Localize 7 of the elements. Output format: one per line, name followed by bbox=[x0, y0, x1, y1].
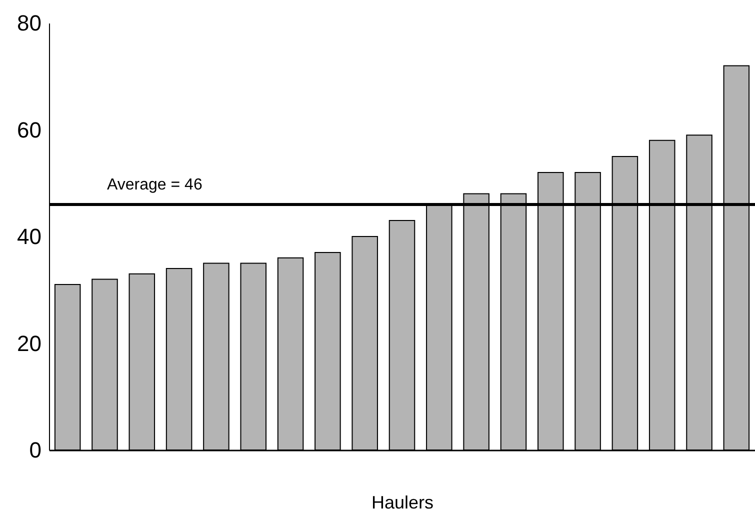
ref-line-label: Average = 46 bbox=[107, 176, 202, 194]
x-axis-title: Haulers bbox=[371, 492, 434, 512]
y-tick-label: 60 bbox=[17, 117, 42, 142]
y-tick-label: 40 bbox=[17, 224, 42, 249]
y-tick-label: 20 bbox=[17, 330, 42, 356]
y-tick-label: 80 bbox=[17, 10, 42, 36]
y-tick-label: 0 bbox=[29, 438, 42, 462]
